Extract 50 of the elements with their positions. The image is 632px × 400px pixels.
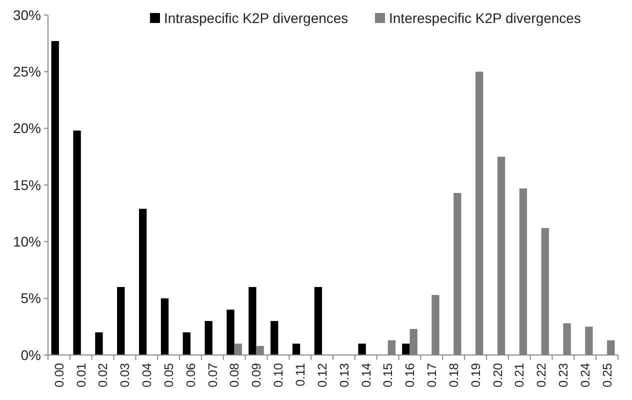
x-tick-label: 0.25 xyxy=(600,362,614,388)
bar xyxy=(248,287,256,355)
x-tick-label: 0.22 xyxy=(534,362,549,388)
y-tick-label: 5% xyxy=(20,290,41,306)
x-tick-label: 0.03 xyxy=(118,362,132,388)
x-tick-label: 0.08 xyxy=(228,362,242,388)
bar xyxy=(204,321,212,355)
legend-label: Interespecific K2P divergences xyxy=(389,10,581,26)
x-tick-label: 0.18 xyxy=(446,362,461,388)
x-tick-label: 0.17 xyxy=(425,362,440,388)
bar xyxy=(117,287,125,355)
x-tick-label: 0.20 xyxy=(490,362,505,388)
bar xyxy=(73,130,81,355)
y-tick-label: 0% xyxy=(20,346,41,363)
x-tick-label: 0.07 xyxy=(206,362,220,388)
bar xyxy=(314,287,322,355)
x-tick-label: 0.00 xyxy=(52,362,66,388)
y-tick-label: 30% xyxy=(12,6,41,23)
x-tick-label: 0.09 xyxy=(250,362,264,388)
x-tick-label: 0.05 xyxy=(162,362,176,388)
bar xyxy=(226,310,234,355)
x-tick-label: 0.01 xyxy=(74,362,88,388)
bar xyxy=(138,208,147,355)
x-tick-label: 0.06 xyxy=(184,362,198,388)
x-tick-label: 0.10 xyxy=(272,362,286,388)
bar xyxy=(160,298,169,355)
x-tick-label: 0.24 xyxy=(578,362,592,388)
bar xyxy=(182,332,190,355)
x-tick-label: 0.13 xyxy=(337,362,352,388)
y-tick-label: 25% xyxy=(12,64,41,80)
bar xyxy=(358,344,366,355)
x-tick-label: 0.15 xyxy=(381,362,396,388)
x-tick-label: 0.23 xyxy=(556,362,571,388)
bar xyxy=(402,344,410,355)
x-tick-label: 0.11 xyxy=(293,362,308,386)
x-tick-label: 0.12 xyxy=(315,362,330,388)
x-tick-label: 0.04 xyxy=(140,362,154,388)
x-tick-label: 0.21 xyxy=(512,362,527,388)
x-tick-label: 0.16 xyxy=(403,362,418,388)
bar xyxy=(51,41,59,355)
x-tick-label: 0.14 xyxy=(359,362,374,388)
legend-label: Intraspecific K2P divergences xyxy=(164,10,348,26)
y-tick-label: 15% xyxy=(12,176,41,193)
x-tick-label: 0.19 xyxy=(468,362,483,388)
y-tick-label: 10% xyxy=(12,234,41,250)
x-tick-label: 0.02 xyxy=(96,362,110,388)
bar xyxy=(270,321,278,355)
bar xyxy=(292,344,300,355)
bar xyxy=(95,332,103,355)
y-tick-label: 20% xyxy=(12,120,41,136)
